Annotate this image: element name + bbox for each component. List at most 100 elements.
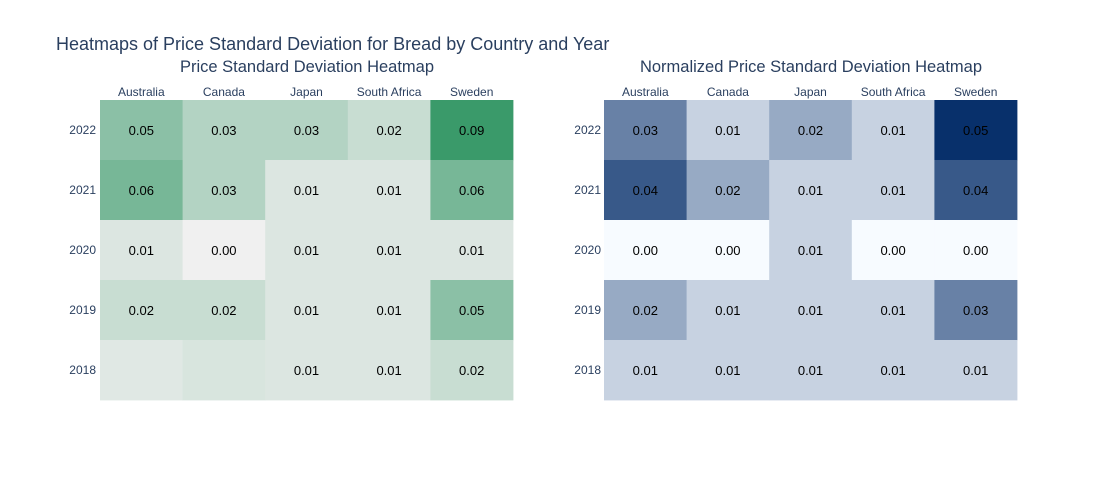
cell-value-label: 0.06	[129, 183, 154, 198]
cell-value-label: 0.00	[963, 243, 988, 258]
cell-value-label: 0.01	[963, 363, 988, 378]
heatmap-cell	[347, 340, 431, 401]
heatmap-cell	[182, 280, 266, 341]
y-tick-labels-1: 2022 2021 2020 2019 2018	[574, 123, 601, 377]
x-tick-label: Sweden	[450, 85, 493, 99]
cell-value-label: 0.01	[880, 123, 905, 138]
cell-value-label: 0.01	[715, 363, 740, 378]
cell-value-label: 0.01	[798, 243, 823, 258]
cell-value-label: 0.00	[211, 243, 236, 258]
cell-value-label: 0.05	[129, 123, 154, 138]
heatmap-cell	[182, 220, 266, 281]
x-tick-label: Canada	[707, 85, 749, 99]
heatmap-cell	[686, 220, 770, 281]
heatmap-cells-0: 0.05 0.03 0.03 0.02 0.09 0.06 0.03 0.01 0.01 0.06…	[100, 100, 514, 401]
heatmap-cell	[769, 220, 853, 281]
cell-value-label: 0.00	[880, 243, 905, 258]
x-tick-label: South Africa	[861, 85, 926, 99]
cell-value-label: 0.01	[798, 183, 823, 198]
heatmap-cell	[347, 220, 431, 281]
heatmap-cell	[851, 340, 935, 401]
cell-value-label: 0.01	[376, 243, 401, 258]
cell-value-label: 0.03	[211, 183, 236, 198]
heatmap-cell	[769, 280, 853, 341]
heatmap-cell	[430, 280, 514, 341]
heatmap-cell	[100, 100, 183, 161]
heatmap-cell	[182, 340, 266, 401]
x-tick-label: Australia	[118, 85, 165, 99]
heatmap-cell	[100, 340, 183, 401]
heatmap-cell	[604, 100, 687, 161]
y-tick-label: 2019	[69, 303, 96, 317]
y-tick-label: 2020	[574, 243, 601, 257]
y-tick-label: 2018	[574, 363, 601, 377]
x-tick-label: Japan	[794, 85, 827, 99]
x-tick-label: South Africa	[357, 85, 422, 99]
heatmap-cell	[347, 100, 431, 161]
heatmap-cell	[934, 220, 1018, 281]
heatmap-cell	[769, 100, 853, 161]
cell-value-label: 0.05	[963, 123, 988, 138]
heatmap-cell	[934, 340, 1018, 401]
heatmap-cell	[686, 100, 770, 161]
heatmap-cell	[182, 160, 266, 221]
heatmap-cell	[182, 100, 266, 161]
x-tick-labels-1: Australia Canada Japan South Africa Sweden	[622, 85, 997, 99]
heatmap-cell	[851, 220, 935, 281]
heatmap-cell	[430, 100, 514, 161]
y-tick-label: 2021	[574, 183, 601, 197]
heatmap-cell	[265, 220, 349, 281]
cell-value-label: 0.01	[294, 183, 319, 198]
cell-value-label: 0.01	[715, 123, 740, 138]
cell-value-label: 0.02	[715, 183, 740, 198]
cell-value-label: 0.01	[294, 363, 319, 378]
cell-value-label: 0.01	[376, 183, 401, 198]
heatmap-cell	[265, 280, 349, 341]
heatmap-cell	[265, 100, 349, 161]
y-tick-label: 2018	[69, 363, 96, 377]
heatmap-blues: Normalized Price Standard Deviation Heat…	[574, 58, 1018, 401]
heatmap-cell	[851, 100, 935, 161]
heatmap-cell	[347, 160, 431, 221]
heatmap-cell	[265, 340, 349, 401]
heatmap-cell	[851, 160, 935, 221]
heatmap-cell	[769, 160, 853, 221]
heatmap-cell	[100, 220, 183, 281]
heatmap-cell	[686, 280, 770, 341]
cell-value-label: 0.00	[715, 243, 740, 258]
heatmap-cell	[686, 160, 770, 221]
cell-value-label: 0.03	[294, 123, 319, 138]
cell-value-label: 0.03	[211, 123, 236, 138]
cell-value-label: 0.02	[211, 303, 236, 318]
heatmap-cell	[430, 340, 514, 401]
cell-value-label: 0.01	[798, 303, 823, 318]
heatmap-cell	[604, 280, 687, 341]
heatmap-cell	[934, 100, 1018, 161]
cell-value-label: 0.01	[376, 363, 401, 378]
y-tick-label: 2022	[574, 123, 601, 137]
cell-value-label: 0.02	[633, 303, 658, 318]
cell-value-label: 0.02	[798, 123, 823, 138]
cell-value-label: 0.05	[459, 303, 484, 318]
heatmap-cell	[604, 160, 687, 221]
cell-value-label: 0.01	[715, 303, 740, 318]
x-tick-label: Australia	[622, 85, 669, 99]
subplot-title-1: Normalized Price Standard Deviation Heat…	[640, 58, 982, 76]
cell-value-label: 0.03	[633, 123, 658, 138]
cell-value-label: 0.01	[633, 363, 658, 378]
heatmap-cell	[265, 160, 349, 221]
cell-value-label: 0.04	[633, 183, 658, 198]
y-tick-label: 2020	[69, 243, 96, 257]
cell-value-label: 0.02	[376, 123, 401, 138]
heatmap-cell	[934, 160, 1018, 221]
heatmap-cell	[100, 160, 183, 221]
cell-value-label: 0.01	[798, 363, 823, 378]
cell-value-label: 0.03	[963, 303, 988, 318]
heatmap-cells-1: 0.03 0.01 0.02 0.01 0.05 0.04 0.02 0.01 0.01 0.04…	[604, 100, 1018, 401]
cell-value-label: 0.01	[459, 243, 484, 258]
heatmap-cell	[604, 340, 687, 401]
cell-value-label: 0.01	[294, 303, 319, 318]
cell-value-label: 0.02	[459, 363, 484, 378]
heatmap-cell	[934, 280, 1018, 341]
